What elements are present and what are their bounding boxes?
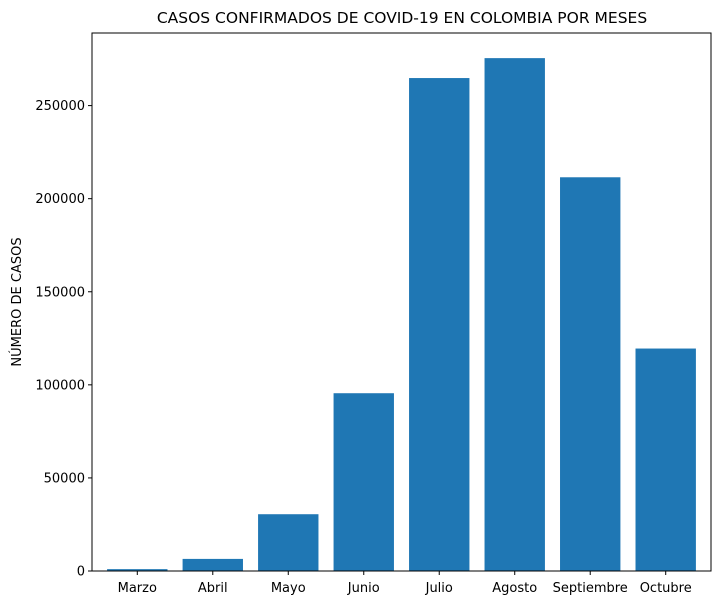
x-tick-label-agosto: Agosto (492, 581, 537, 596)
plot-area: Marzo Abril Mayo Junio Julio Agosto Septiembre… (35, 32, 712, 596)
x-tick-label-octubre: Octubre (640, 581, 692, 596)
x-tick-label-junio: Junio (347, 581, 380, 596)
bar-agosto (484, 58, 545, 572)
y-tick-label-100000: 100000 (35, 378, 85, 393)
x-tick-label-septiembre: Septiembre (553, 581, 628, 596)
y-tick-label-200000: 200000 (35, 192, 85, 207)
plot-frame (91, 32, 712, 572)
x-tick-label-marzo: Marzo (118, 581, 157, 596)
x-tick-label-abril: Abril (198, 581, 228, 596)
x-tick-label-julio: Julio (425, 581, 453, 596)
chart-title: CASOS CONFIRMADOS DE COVID-19 EN COLOMBI… (157, 9, 647, 27)
y-tick-label-50000: 50000 (44, 471, 85, 486)
bar-abril (182, 558, 243, 571)
bar-marzo (107, 569, 168, 571)
x-tick-label-mayo: Mayo (271, 581, 306, 596)
y-tick-label-150000: 150000 (35, 285, 85, 300)
y-tick-label-250000: 250000 (35, 99, 85, 114)
y-axis-label: NÚMERO DE CASOS (9, 237, 25, 366)
bar-octubre (635, 348, 696, 571)
bar-junio (333, 393, 394, 571)
bar-mayo (258, 514, 319, 571)
bar-septiembre (560, 177, 621, 571)
y-tick-label-0: 0 (77, 565, 85, 580)
bar-julio (409, 78, 470, 571)
